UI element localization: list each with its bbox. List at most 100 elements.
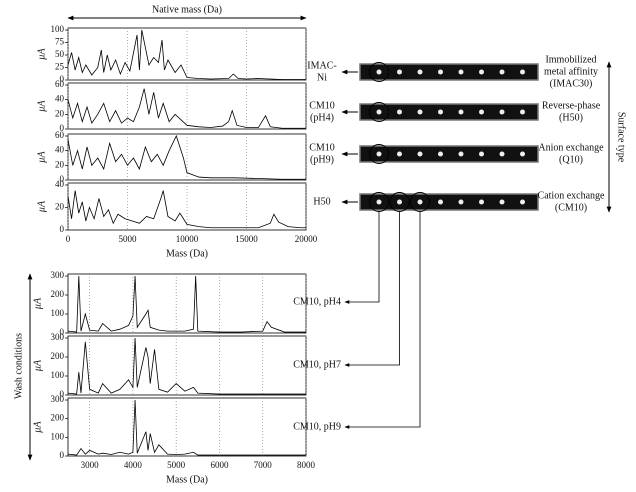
- wash-label: CM10, pH7: [293, 359, 341, 370]
- y-tick-label: 0: [60, 123, 65, 133]
- y-tick-label: 300: [51, 332, 65, 342]
- chip-label: (pH9): [310, 154, 334, 165]
- x-tick-label: 7000: [254, 460, 273, 470]
- axis-label: Wash conditions: [13, 333, 24, 399]
- y-tick-label: 0: [60, 174, 65, 184]
- spot-highlight: [369, 192, 389, 212]
- chip-spot: [397, 199, 402, 205]
- surface-label: (Q10): [559, 154, 583, 165]
- x-axis-label: Mass (Da): [166, 474, 208, 485]
- surface-label: Reverse-phase: [542, 100, 601, 111]
- chip-spot: [479, 151, 484, 157]
- chip-spot: [458, 69, 464, 75]
- chip: [359, 145, 539, 163]
- chip-label: (pH4): [310, 112, 334, 123]
- chip-spot: [479, 199, 484, 205]
- y-axis-label: μA: [36, 100, 47, 113]
- spot-highlight: [389, 192, 410, 212]
- connector: [344, 212, 400, 367]
- chip-spot: [417, 109, 423, 115]
- chip-spot: [417, 151, 423, 157]
- y-tick-label: 300: [51, 394, 65, 404]
- chip-label: H50: [313, 196, 330, 207]
- surface-label: Anion exchange: [538, 142, 604, 153]
- chip-spot: [520, 109, 525, 115]
- chip-spot: [479, 109, 484, 115]
- chip-spot: [458, 109, 464, 115]
- wash-label: CM10, pH9: [293, 421, 341, 432]
- chip: [359, 193, 539, 211]
- y-tick-label: 20: [55, 108, 65, 118]
- chip-spot: [520, 199, 525, 205]
- axis-label: Surface type: [616, 112, 627, 163]
- chip-spot: [438, 109, 443, 115]
- panel-frame: [67, 335, 307, 396]
- chip-spot: [438, 199, 443, 205]
- y-tick-label: 300: [51, 270, 65, 280]
- y-tick-label: 25: [55, 62, 65, 72]
- chip-spot: [376, 151, 382, 157]
- x-tick-label: 6000: [210, 460, 229, 470]
- chip-spot: [376, 199, 382, 205]
- y-tick-label: 75: [55, 37, 65, 47]
- surface-label: metal affinity: [544, 66, 598, 77]
- y-tick-label: 40: [55, 145, 65, 155]
- y-tick-label: 100: [51, 308, 65, 318]
- y-tick-label: 200: [51, 289, 65, 299]
- x-tick-label: 10000: [176, 234, 199, 244]
- y-tick-label: 40: [55, 94, 65, 104]
- chip-spot: [520, 151, 525, 157]
- chip-spot: [397, 109, 402, 115]
- x-tick-label: 0: [66, 234, 71, 244]
- y-axis-label: μA: [32, 421, 43, 434]
- spectrum: [67, 275, 306, 333]
- spectrum: [67, 337, 306, 395]
- surface-label: (CM10): [555, 202, 587, 213]
- y-tick-label: 0: [60, 450, 65, 460]
- x-tick-label: 3000: [81, 460, 100, 470]
- y-axis-label: μA: [32, 297, 43, 310]
- chip-spot: [417, 199, 423, 205]
- y-tick-label: 0: [60, 327, 65, 337]
- chip-spot: [479, 69, 484, 75]
- surface-label: Cation exchange: [538, 190, 605, 201]
- chip-spot: [376, 69, 382, 75]
- chip-spot: [499, 151, 505, 157]
- spectrum: [67, 88, 306, 129]
- x-tick-label: 5000: [119, 234, 138, 244]
- chip-spot: [499, 109, 505, 115]
- chip: [359, 103, 539, 121]
- chip-label: Ni: [317, 72, 327, 83]
- chip-spot: [438, 69, 443, 75]
- y-tick-label: 200: [51, 413, 65, 423]
- y-tick-label: 20: [55, 159, 65, 169]
- spot-highlight: [369, 102, 389, 122]
- y-tick-label: 200: [51, 351, 65, 361]
- surface-label: (IMAC30): [550, 78, 593, 89]
- chip-spot: [499, 69, 505, 75]
- chip-spot: [438, 151, 443, 157]
- spectrum: [67, 134, 306, 180]
- chip-spot: [397, 151, 402, 157]
- x-tick-label: 5000: [167, 460, 186, 470]
- spot-highlight: [410, 192, 430, 212]
- spectrum: [67, 190, 306, 229]
- y-tick-label: 100: [51, 370, 65, 380]
- y-tick-label: 40: [55, 179, 65, 189]
- y-tick-label: 20: [55, 202, 65, 212]
- y-tick-label: 100: [51, 431, 65, 441]
- chip-spot: [376, 109, 382, 115]
- chip-spot: [499, 199, 505, 205]
- y-axis-label: μA: [32, 359, 43, 372]
- x-tick-label: 4000: [124, 460, 143, 470]
- y-tick-label: 0: [60, 389, 65, 399]
- x-tick-label: 20000: [295, 234, 318, 244]
- chip-label: CM10: [309, 142, 335, 153]
- chip-spot: [397, 69, 402, 75]
- group-title: Native mass (Da): [152, 4, 222, 15]
- panel-frame: [67, 397, 307, 457]
- y-tick-label: 0: [60, 74, 65, 84]
- spectrum: [67, 29, 306, 80]
- y-tick-label: 100: [51, 24, 65, 34]
